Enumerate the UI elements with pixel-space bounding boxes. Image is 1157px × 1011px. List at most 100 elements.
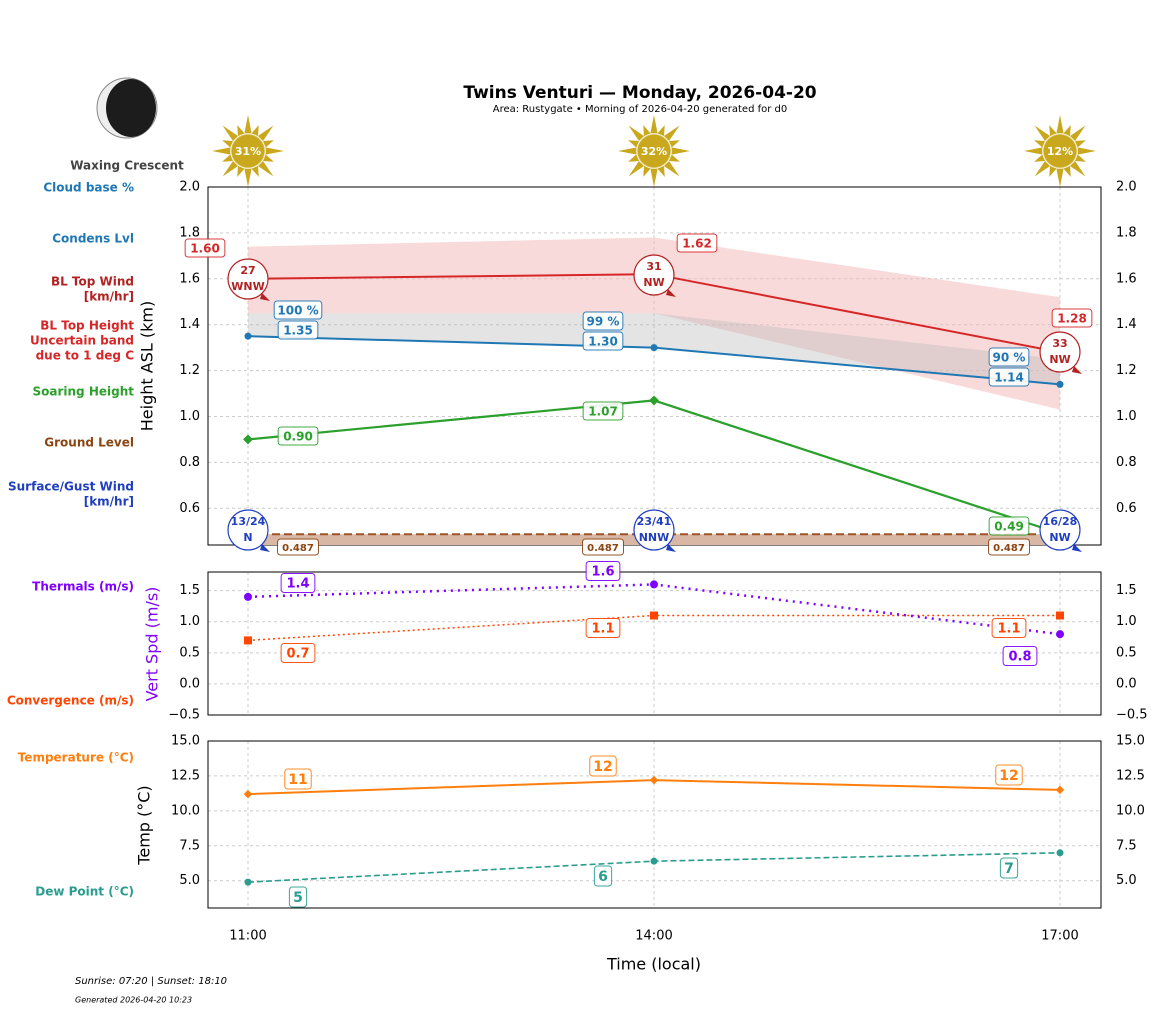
sun-ray [257, 125, 274, 142]
surface-wind-speed: 13/24 [231, 515, 266, 528]
generated-time: Generated 2026-04-20 10:23 [75, 996, 192, 1005]
bl-wind-circle [1039, 331, 1081, 373]
y-tick-label: 5.0 [179, 873, 200, 888]
thermal-label-box [1002, 646, 1038, 666]
y-tick-label: 0.0 [179, 676, 200, 691]
y-tick-label-right: 1.2 [1116, 363, 1137, 378]
temperature-point [1055, 785, 1065, 795]
legend-bl-wind: BL Top Wind [51, 275, 134, 289]
sun-ray [650, 168, 658, 187]
cloud-base-label: 100 % [277, 304, 318, 318]
sun-ray [222, 160, 239, 177]
bl-top-label-box [184, 238, 226, 258]
sun-ray [663, 160, 680, 177]
sun-ray [237, 125, 245, 137]
moon-phase-label: Waxing Crescent [70, 159, 184, 173]
y-tick-label-right: 10.0 [1116, 803, 1145, 818]
surface-wind-direction: N [243, 531, 252, 544]
sun-ray [668, 154, 680, 162]
ground-label-box [988, 538, 1030, 556]
cloud-band [248, 313, 1060, 385]
sun-ray [668, 140, 680, 148]
legend-bl-band: BL Top Height [40, 319, 134, 333]
y-tick-label: 1.0 [179, 614, 200, 629]
y-tick-label: 1.4 [179, 317, 200, 332]
sun-ray [1074, 140, 1086, 148]
sun-ray [262, 140, 274, 148]
thermal-point [650, 580, 658, 589]
sun-ray [657, 125, 665, 137]
y-tick-label-right: 2.0 [1116, 180, 1137, 195]
sun-ray [628, 154, 640, 162]
temperature-label-box [589, 755, 617, 777]
y-tick-label-right: 0.8 [1116, 455, 1137, 470]
temperature-point [649, 775, 659, 785]
sun-ray [628, 140, 640, 148]
legend-bl-band: due to 1 deg C [36, 349, 135, 363]
convergence-label: 1.1 [997, 622, 1020, 637]
x-tick-label: 17:00 [1041, 929, 1078, 944]
sun-ray [222, 154, 234, 162]
y-axis-label: Vert Spd (m/s) [143, 587, 162, 702]
temperature-label-box [995, 764, 1023, 786]
wind-arrow-icon [1072, 366, 1082, 374]
condens-label-box [988, 367, 1030, 387]
ground-label-box [582, 538, 624, 556]
dew-point-point [650, 857, 658, 865]
bl-wind-direction: NW [1049, 353, 1070, 366]
condens-point [650, 344, 658, 352]
cloud-base-label: 90 % [993, 351, 1026, 365]
dew-point-label-box [288, 886, 308, 908]
surface-wind-speed: 23/41 [637, 515, 672, 528]
y-tick-label: 1.0 [179, 409, 200, 424]
y-tick-label-right: 1.0 [1116, 614, 1137, 629]
thermal-point [1056, 630, 1064, 639]
condens-label: 1.14 [994, 371, 1024, 385]
surface-wind-circle [633, 509, 675, 551]
sun-ray [222, 125, 239, 142]
legend-surface-wind: Surface/Gust Wind [8, 480, 134, 494]
bl-wind-speed: 33 [1052, 337, 1067, 350]
bl-wind-speed: 27 [240, 264, 255, 277]
sun-ray [643, 165, 651, 177]
convergence-point [244, 636, 252, 645]
sun-ray [1056, 115, 1064, 134]
soaring-point [243, 434, 253, 445]
soaring-label: 0.49 [994, 520, 1024, 534]
y-tick-label-right: −0.5 [1116, 708, 1148, 723]
sun-ray [628, 160, 645, 177]
sun-disc [636, 133, 672, 169]
soaring-label-box [582, 401, 624, 421]
ground-label: 0.487 [993, 543, 1025, 554]
y-tick-label-right: 5.0 [1116, 873, 1137, 888]
sun-ray [657, 165, 665, 177]
y-tick-label: 2.0 [179, 180, 200, 195]
bl-uncertainty-band [248, 237, 1060, 410]
sun-ray [1069, 125, 1086, 142]
convergence-label-box [991, 618, 1027, 638]
sun-ray [618, 147, 637, 155]
convergence-point [1056, 611, 1064, 620]
sun-ray [671, 147, 690, 155]
convergence-label-box [585, 618, 621, 638]
sun-icon [212, 115, 284, 187]
sun-ray [1063, 125, 1071, 137]
thermal-label: 1.6 [591, 565, 614, 580]
temperature-point [243, 789, 253, 799]
surface-wind-circle [227, 509, 269, 551]
condens-label: 1.35 [283, 324, 313, 338]
y-tick-label: 7.5 [179, 838, 200, 853]
sun-ray [257, 160, 274, 177]
sun-ray [265, 147, 284, 155]
sun-ray [244, 168, 252, 187]
bl-wind-direction: WNW [231, 280, 264, 293]
legend-thermals: Thermals (m/s) [32, 580, 134, 594]
bl-wind-speed: 31 [646, 260, 661, 273]
y-tick-label: 15.0 [171, 734, 200, 749]
legend-bl-band: Uncertain band [30, 334, 134, 348]
legend-temperature: Temperature (°C) [18, 751, 134, 765]
sun-icon [1024, 115, 1096, 187]
wind-arrow-icon [666, 544, 676, 552]
legend-bl-wind: [km/hr] [84, 290, 134, 304]
y-tick-label: 12.5 [171, 768, 200, 783]
